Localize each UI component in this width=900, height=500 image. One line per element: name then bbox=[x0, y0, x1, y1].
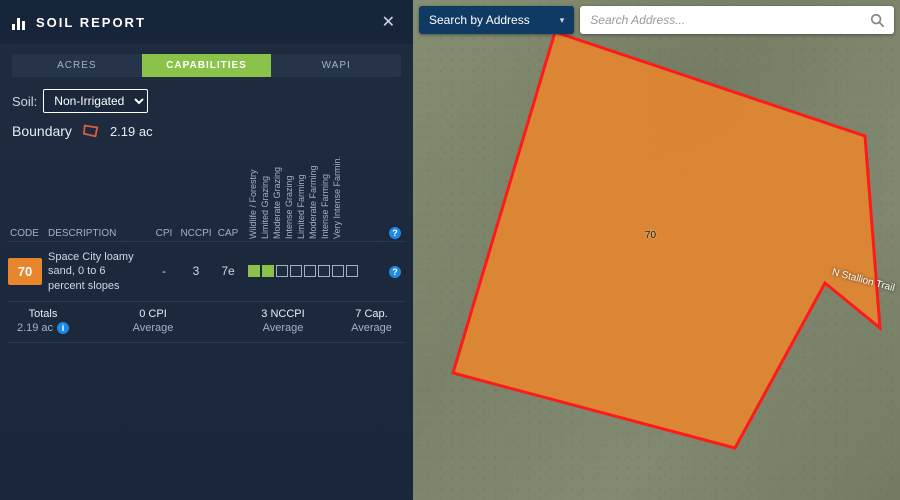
totals-cpi-label: Average bbox=[133, 322, 174, 334]
tab-wapi[interactable]: WAPI bbox=[271, 54, 401, 77]
tab-capabilities[interactable]: CAPABILITIES bbox=[142, 54, 272, 77]
panel-tabs: ACRES CAPABILITIES WAPI bbox=[12, 54, 401, 77]
table-header: CODE DESCRIPTION CPI NCCPI CAP Wildlife … bbox=[8, 149, 405, 242]
parcel-fill bbox=[453, 32, 880, 448]
bar-chart-icon bbox=[12, 14, 28, 30]
totals-cap-label: Average bbox=[351, 322, 392, 334]
search-bar: Search by Address ▾ bbox=[419, 6, 894, 34]
capability-headers: Wildlife / Forestry Limited Grazing Mode… bbox=[244, 149, 389, 239]
cap-box bbox=[332, 265, 344, 277]
totals-label: Totals bbox=[29, 308, 58, 320]
cap-box bbox=[290, 265, 302, 277]
soil-description: Space City loamy sand, 0 to 6 percent sl… bbox=[48, 250, 148, 293]
boundary-row: Boundary 2.19 ac bbox=[0, 117, 413, 143]
cpi-value: - bbox=[148, 264, 180, 278]
totals-nccpi: 3 NCCPI Average bbox=[228, 308, 338, 334]
totals-nccpi-label: Average bbox=[263, 322, 304, 334]
cap-header: Moderate Grazing bbox=[272, 149, 282, 239]
totals-cpi: 0 CPI Average bbox=[78, 308, 228, 334]
cap-box bbox=[262, 265, 274, 277]
soil-label: Soil: bbox=[12, 94, 37, 109]
polygon-icon bbox=[82, 123, 100, 139]
totals-cpi-value: 0 CPI bbox=[139, 308, 167, 320]
col-cap: CAP bbox=[212, 228, 244, 239]
nccpi-value: 3 bbox=[180, 264, 212, 278]
panel-header: SOIL REPORT ✕ bbox=[0, 0, 413, 44]
totals-nccpi-value: 3 NCCPI bbox=[261, 308, 304, 320]
cap-box bbox=[304, 265, 316, 277]
soil-type-select[interactable]: Non-Irrigated bbox=[43, 89, 148, 113]
col-code: CODE bbox=[8, 228, 48, 239]
totals-acres-value: 2.19 ac bbox=[17, 322, 53, 334]
row-help: ? bbox=[389, 264, 405, 278]
soil-type-row: Soil: Non-Irrigated bbox=[0, 85, 413, 117]
search-type-dropdown[interactable]: Search by Address ▾ bbox=[419, 6, 574, 34]
col-description: DESCRIPTION bbox=[48, 228, 148, 239]
close-button[interactable]: ✕ bbox=[376, 10, 401, 34]
cap-header: Very Intense Farmin. bbox=[332, 149, 342, 239]
cap-value: 7e bbox=[212, 264, 244, 278]
cap-box bbox=[318, 265, 330, 277]
cap-header: Limited Farming bbox=[296, 149, 306, 239]
tab-acres[interactable]: ACRES bbox=[12, 54, 142, 77]
totals-acres: Totals 2.19 ac i bbox=[8, 308, 78, 334]
info-icon[interactable]: i bbox=[57, 322, 69, 334]
search-input-wrap bbox=[580, 6, 894, 34]
soil-table: CODE DESCRIPTION CPI NCCPI CAP Wildlife … bbox=[0, 149, 413, 343]
info-icon[interactable]: ? bbox=[389, 227, 401, 239]
parcel-code-label: 70 bbox=[645, 230, 656, 241]
cap-header: Intense Grazing bbox=[284, 149, 294, 239]
col-nccpi: NCCPI bbox=[180, 228, 212, 239]
info-icon[interactable]: ? bbox=[389, 266, 401, 278]
search-input[interactable] bbox=[580, 6, 860, 34]
boundary-label: Boundary bbox=[12, 123, 72, 139]
cap-header: Intense Farming bbox=[320, 149, 330, 239]
totals-cap-value: 7 Cap. bbox=[355, 308, 387, 320]
cap-box bbox=[346, 265, 358, 277]
soil-code-badge: 70 bbox=[8, 258, 42, 285]
col-help: ? bbox=[389, 225, 405, 239]
parcel-polygon[interactable] bbox=[435, 28, 880, 468]
cap-header: Wildlife / Forestry bbox=[248, 149, 258, 239]
search-icon bbox=[870, 13, 884, 27]
panel-title: SOIL REPORT bbox=[36, 15, 368, 30]
chevron-down-icon: ▾ bbox=[560, 15, 565, 26]
table-row: 70 Space City loamy sand, 0 to 6 percent… bbox=[8, 242, 405, 302]
cap-box bbox=[248, 265, 260, 277]
search-type-label: Search by Address bbox=[429, 13, 530, 27]
cap-box bbox=[276, 265, 288, 277]
totals-row: Totals 2.19 ac i 0 CPI Average 3 NCCPI A… bbox=[8, 302, 405, 343]
search-button[interactable] bbox=[860, 13, 894, 27]
col-cpi: CPI bbox=[148, 228, 180, 239]
boundary-acres: 2.19 ac bbox=[110, 124, 153, 139]
cap-header: Limited Grazing bbox=[260, 149, 270, 239]
cap-header: Moderate Farming bbox=[308, 149, 318, 239]
capability-boxes bbox=[244, 265, 389, 277]
totals-cap: 7 Cap. Average bbox=[338, 308, 405, 334]
map-viewport[interactable]: 70 N Stallion Trail Search by Address ▾ bbox=[413, 0, 900, 500]
soil-report-panel: SOIL REPORT ✕ ACRES CAPABILITIES WAPI So… bbox=[0, 0, 413, 500]
